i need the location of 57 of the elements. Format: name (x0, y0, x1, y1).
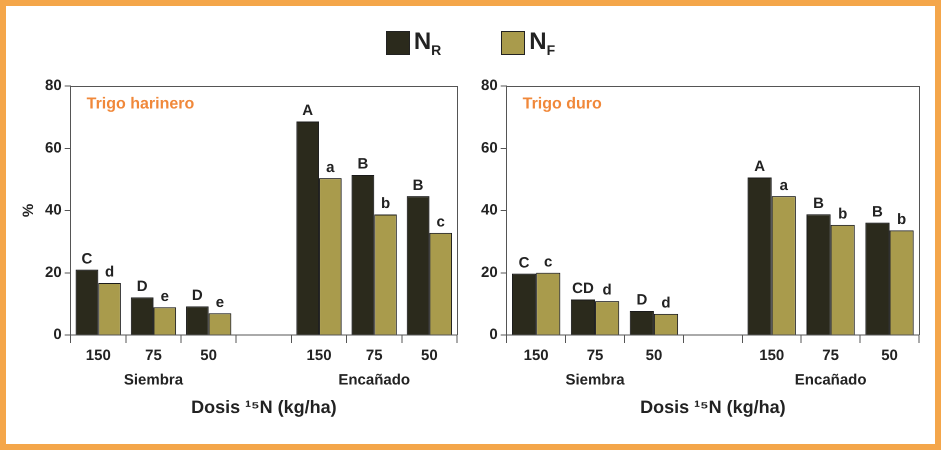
y-tick-label: 80 (44, 77, 62, 94)
x-axis-title: Dosis ¹⁵N (kg/ha) (191, 396, 337, 417)
x-tick-label: 50 (421, 347, 438, 364)
x-tick-label: 150 (524, 347, 549, 364)
data-label: B (357, 156, 368, 173)
data-label: d (602, 282, 612, 299)
data-label: D (136, 278, 148, 295)
data-label: e (160, 288, 169, 305)
x-tick-label: 50 (200, 347, 217, 364)
data-label: c (544, 253, 552, 270)
data-label: B (872, 203, 884, 220)
data-label: a (780, 176, 789, 194)
y-tick-label: 60 (480, 139, 498, 156)
x-tick-label: 75 (586, 347, 604, 364)
x-tick-label: 75 (822, 347, 839, 364)
x-tick-label: 75 (366, 347, 383, 364)
y-axis-title: % (20, 204, 38, 218)
data-label: b (380, 195, 390, 212)
text: Trigo harinero (86, 95, 194, 112)
x-tick-label: 50 (646, 347, 662, 364)
y-tick-label: 40 (44, 202, 62, 219)
data-label: D (192, 287, 203, 304)
data-label: D (636, 292, 648, 309)
data-label: B (412, 176, 424, 194)
y-tick-label: 0 (489, 326, 498, 344)
text: Trigo duro (522, 95, 602, 112)
y-tick-label: 20 (480, 264, 498, 281)
data-label: b (838, 205, 848, 222)
y-tick-label: 0 (53, 326, 62, 344)
x-tick-label: 50 (881, 347, 898, 364)
data-label: a (326, 158, 336, 176)
text: Siembra (124, 372, 184, 389)
data-label: C (82, 250, 93, 268)
legend-label: N$_{F}$ (529, 28, 556, 58)
x-tick-label: 150 (306, 347, 332, 364)
y-tick-label: 60 (44, 139, 62, 156)
data-label: b (897, 211, 906, 228)
x-tick-label: 150 (86, 347, 111, 364)
text: Encañado (794, 372, 866, 389)
x-tick-label: 150 (759, 347, 784, 364)
y-tick-label: 80 (480, 77, 498, 94)
data-label: B (813, 194, 824, 212)
y-tick-label: 20 (44, 264, 62, 281)
data-label: d (661, 294, 671, 312)
data-label: d (105, 264, 114, 281)
x-axis-title: Dosis ¹⁵N (kg/ha) (640, 396, 786, 417)
text: Siembra (565, 372, 626, 389)
data-label: CD (572, 280, 594, 298)
legend-label: N$_{R}$ (414, 28, 442, 58)
y-tick-label: 40 (480, 202, 498, 219)
x-tick-label: 75 (145, 347, 162, 364)
data-label: C (518, 254, 530, 272)
data-label: A (302, 102, 314, 120)
data-label: A (754, 158, 766, 176)
data-label: c (436, 214, 445, 231)
text: Encañado (338, 372, 410, 389)
data-label: e (216, 294, 224, 311)
